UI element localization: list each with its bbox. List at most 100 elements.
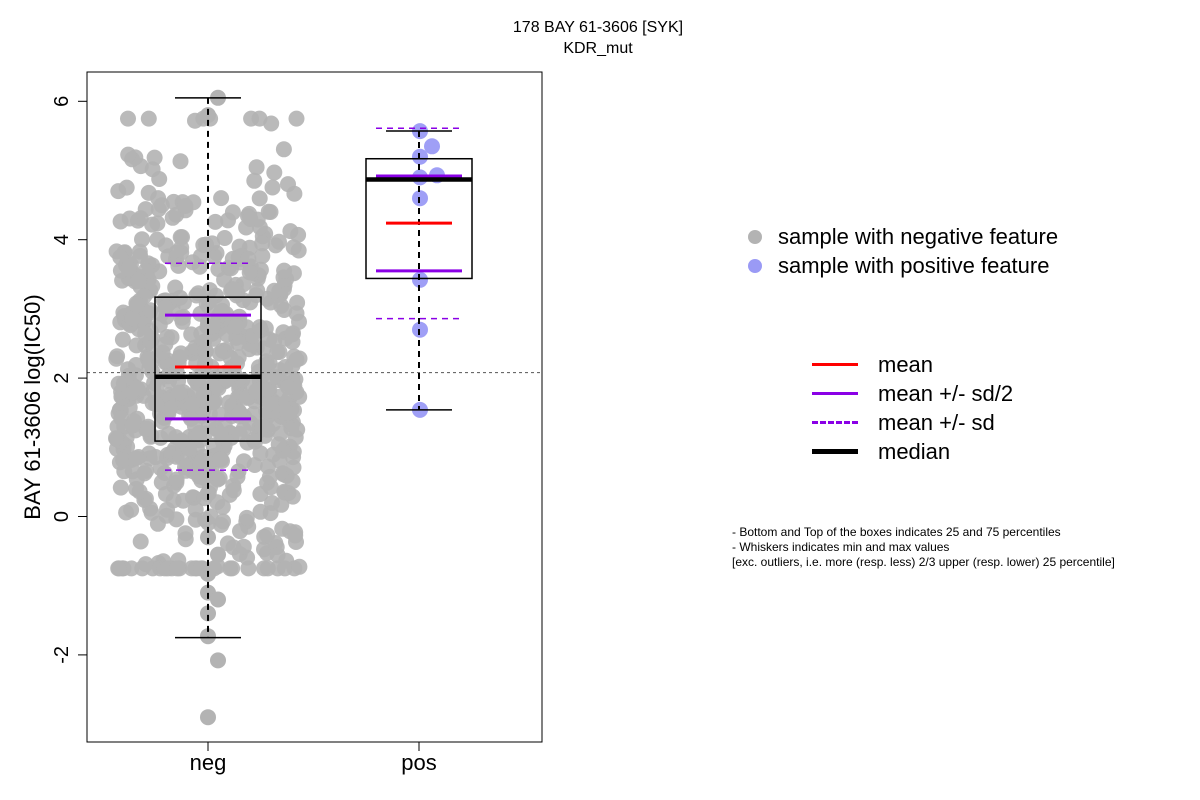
neg-point bbox=[266, 282, 283, 299]
positive-dot-icon bbox=[748, 258, 762, 273]
neg-point bbox=[110, 560, 127, 577]
neg-point bbox=[259, 560, 276, 577]
neg-point bbox=[213, 190, 230, 207]
neg-point bbox=[132, 210, 149, 227]
neg-point bbox=[267, 237, 284, 254]
stats-layer bbox=[87, 97, 542, 639]
neg-point bbox=[252, 503, 269, 520]
negative-dot-icon bbox=[748, 229, 762, 244]
neg-point bbox=[115, 452, 132, 468]
neg-point bbox=[140, 110, 157, 127]
median-line-icon bbox=[812, 449, 858, 454]
neg-point bbox=[235, 292, 252, 309]
note-line-1: - Bottom and Top of the boxes indicates … bbox=[732, 525, 1061, 539]
neg-point bbox=[170, 257, 187, 274]
neg-point bbox=[114, 331, 131, 348]
note-line-3: [exc. outliers, i.e. more (resp. less) 2… bbox=[732, 555, 1115, 569]
neg-point bbox=[200, 709, 216, 726]
neg-point bbox=[291, 558, 308, 575]
neg-point bbox=[262, 395, 279, 412]
neg-point bbox=[266, 164, 283, 181]
neg-point bbox=[120, 361, 136, 378]
neg-point bbox=[160, 425, 177, 442]
neg-point bbox=[124, 310, 141, 327]
neg-point bbox=[210, 591, 226, 608]
neg-point bbox=[285, 239, 302, 256]
neg-point bbox=[288, 110, 305, 127]
neg-point bbox=[211, 345, 228, 362]
neg-point bbox=[157, 336, 174, 353]
pos-box bbox=[365, 157, 473, 280]
neg-point bbox=[140, 184, 157, 201]
neg-point bbox=[276, 302, 293, 318]
legend-item-sd: mean +/- sd bbox=[812, 408, 1013, 437]
neg-point bbox=[118, 179, 135, 196]
neg-point bbox=[211, 470, 228, 487]
neg-point bbox=[202, 508, 219, 525]
neg-point bbox=[260, 381, 276, 398]
neg-point bbox=[175, 308, 192, 325]
neg-point bbox=[275, 141, 292, 158]
neg-point bbox=[157, 237, 174, 254]
neg-point bbox=[153, 197, 170, 214]
neg-point bbox=[131, 483, 148, 500]
neg-point bbox=[280, 379, 297, 396]
neg-point bbox=[171, 384, 188, 401]
neg-point bbox=[194, 452, 211, 469]
neg-point bbox=[200, 107, 216, 124]
neg-point bbox=[198, 236, 214, 253]
neg-point bbox=[280, 176, 296, 193]
neg-point bbox=[279, 404, 296, 421]
neg-point bbox=[212, 451, 229, 468]
neg-point bbox=[120, 146, 137, 163]
neg-point bbox=[269, 547, 286, 564]
points-legend: sample with negative feature sample with… bbox=[748, 222, 1058, 280]
neg-point bbox=[273, 496, 290, 513]
legend-label-positive: sample with positive feature bbox=[778, 252, 1050, 278]
neg-point bbox=[212, 425, 229, 442]
neg-point bbox=[152, 460, 169, 477]
neg-point bbox=[157, 299, 174, 316]
neg-point bbox=[291, 313, 307, 330]
neg-point bbox=[164, 209, 181, 226]
legend-label-negative: sample with negative feature bbox=[778, 223, 1059, 249]
x-axis: neg pos bbox=[190, 742, 437, 775]
neg-point bbox=[112, 249, 129, 266]
y-tick-label: 4 bbox=[51, 234, 73, 245]
neg-point bbox=[197, 343, 214, 360]
neg-point bbox=[191, 258, 208, 275]
legend-label-half-sd: mean +/- sd/2 bbox=[878, 380, 1014, 406]
pos-point bbox=[424, 138, 440, 155]
neg-point bbox=[167, 279, 184, 296]
neg-point bbox=[123, 501, 140, 518]
neg-point bbox=[137, 325, 154, 342]
neg-point bbox=[124, 417, 141, 434]
neg-point bbox=[108, 350, 125, 367]
neg-point bbox=[148, 396, 165, 413]
neg-point bbox=[224, 250, 241, 267]
lines-legend: mean mean +/- sd/2 mean +/- sd median bbox=[812, 350, 1013, 466]
neg-point bbox=[151, 171, 168, 187]
neg-point bbox=[270, 436, 287, 453]
neg-point bbox=[214, 499, 231, 515]
neg-point bbox=[149, 515, 166, 532]
points-layer bbox=[108, 89, 445, 726]
note-line-2: - Whiskers indicates min and max values bbox=[732, 540, 950, 554]
neg-point bbox=[276, 262, 293, 279]
mean-line-icon bbox=[812, 363, 858, 366]
neg-point bbox=[200, 529, 216, 546]
neg-point bbox=[240, 560, 257, 577]
neg-point bbox=[220, 394, 237, 411]
neg-point bbox=[177, 459, 193, 476]
y-tick-label: 2 bbox=[51, 373, 73, 384]
neg-point bbox=[251, 190, 268, 207]
neg-point bbox=[289, 294, 306, 311]
x-tick-label: neg bbox=[190, 750, 227, 775]
neg-point bbox=[287, 527, 304, 544]
neg-point bbox=[251, 110, 268, 127]
neg-point bbox=[224, 204, 241, 221]
neg-point bbox=[193, 325, 210, 342]
neg-point bbox=[254, 418, 271, 435]
neg-point bbox=[146, 149, 163, 166]
